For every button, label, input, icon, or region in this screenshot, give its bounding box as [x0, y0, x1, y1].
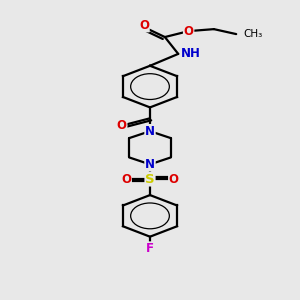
Text: F: F — [146, 242, 154, 255]
Text: O: O — [117, 119, 127, 132]
Text: S: S — [145, 173, 155, 186]
Text: CH₃: CH₃ — [244, 29, 263, 39]
Text: O: O — [169, 173, 179, 186]
Text: N: N — [145, 125, 155, 138]
Text: NH: NH — [181, 47, 201, 60]
Text: O: O — [139, 19, 149, 32]
Text: O: O — [121, 173, 131, 186]
Text: N: N — [145, 158, 155, 171]
Text: O: O — [184, 25, 194, 38]
